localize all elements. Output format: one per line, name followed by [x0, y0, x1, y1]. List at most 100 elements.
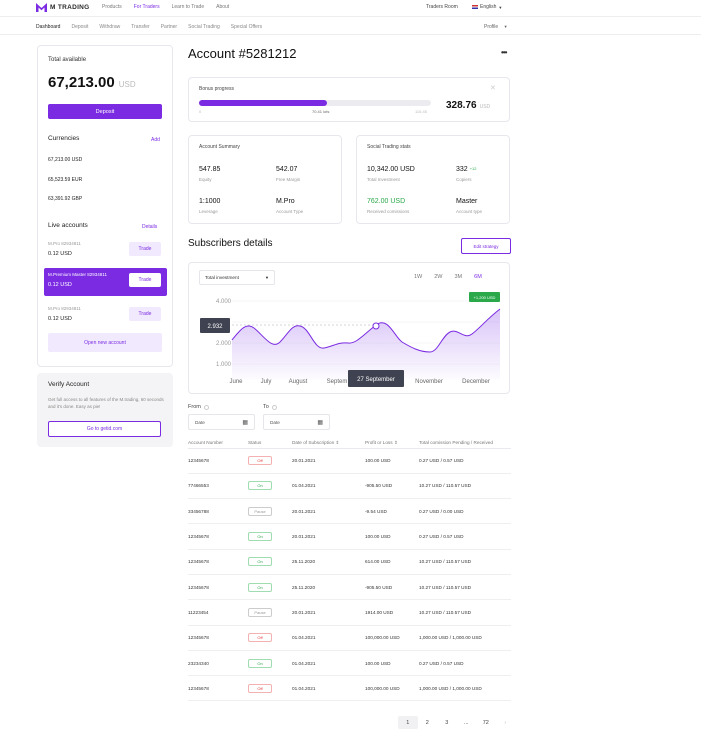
col-date-of-subscription[interactable]: Date of Subscription ⇕ — [292, 438, 365, 449]
summary-title: Account Summary — [199, 144, 240, 150]
more-icon[interactable]: ••• — [501, 48, 507, 57]
subnav-partner[interactable]: Partner — [160, 24, 178, 30]
bonus-mid: 70.41 lots — [312, 109, 330, 114]
profit-loss-cell: 614.00 USD — [365, 549, 419, 575]
profile-menu[interactable]: Profile ▼ — [484, 24, 508, 30]
table-row[interactable]: 12345678 On 25.11.2020 -905.50 USD 10.27 USD… — [188, 574, 511, 601]
go-to-getid-button[interactable]: Go to getid.com — [48, 421, 161, 437]
to-date-input[interactable]: Date ▦ — [263, 414, 330, 430]
page-3[interactable]: 3 — [445, 719, 449, 726]
nav-about[interactable]: About — [216, 4, 230, 10]
chevron-down-icon: ▼ — [265, 275, 269, 280]
calendar-icon: ▦ — [242, 419, 248, 426]
x-tick: August — [289, 379, 308, 385]
subnav-dashboard[interactable]: Dashboard — [36, 24, 61, 30]
status-badge[interactable]: On — [248, 658, 272, 668]
account-type-value: M.Pro — [276, 198, 295, 205]
subscription-date-cell: 25.11.2020 — [292, 549, 365, 575]
y-marker-label: 2.932 — [207, 324, 223, 330]
social-account-type-value: Master — [456, 198, 478, 205]
traders-room-link[interactable]: Traders Room — [426, 4, 458, 10]
range-2w[interactable]: 2W — [434, 274, 443, 280]
page-1[interactable]: 1 — [398, 716, 418, 729]
range-1w[interactable]: 1W — [414, 274, 423, 280]
table-row[interactable]: 23234340 On 01.04.2021 100.00 USD 0.27 USD /… — [188, 650, 511, 677]
commission-value: 762.00 USD — [367, 198, 406, 205]
status-badge[interactable]: On — [248, 532, 272, 542]
status-badge[interactable]: On — [248, 481, 272, 491]
range-3m[interactable]: 3M — [454, 274, 463, 280]
chevron-right-icon[interactable]: › — [504, 719, 507, 726]
live-account-item[interactable]: M.Pro 82934811 0.12 USD Trade — [44, 237, 167, 265]
status-badge[interactable]: Pause — [248, 607, 272, 617]
brand-logo[interactable]: M TRADING — [36, 3, 90, 12]
live-account-item[interactable]: M.Pro 82934811 0.12 USD Trade — [44, 302, 167, 330]
pagination: 1 2 3 ... 72 › — [398, 716, 515, 729]
sort-icon: ⇕ — [335, 439, 340, 445]
col-status[interactable]: Status — [248, 438, 292, 449]
from-label: From — [188, 404, 201, 410]
leverage-label: Leverage — [199, 209, 218, 214]
subnav-withdraw[interactable]: Withdraw — [99, 24, 121, 30]
open-new-account-button[interactable]: Open new account — [48, 333, 162, 352]
chart-range-tabs: 1W 2W 3M 6M — [414, 274, 482, 280]
account-number-cell: 12345678 — [188, 574, 248, 601]
edit-strategy-button[interactable]: Edit strategy — [461, 238, 511, 254]
page-2[interactable]: 2 — [425, 719, 429, 726]
status-cell: On — [248, 549, 292, 575]
subscription-date-cell: 20.01.2021 — [292, 448, 365, 474]
from-date-input[interactable]: Date ▦ — [188, 414, 255, 430]
status-badge[interactable]: On — [248, 557, 272, 567]
brand-name: M TRADING — [50, 4, 90, 11]
details-link[interactable]: Details — [142, 224, 158, 230]
language-selector[interactable]: English ▼ — [472, 4, 502, 10]
add-currency-link[interactable]: Add — [151, 137, 160, 143]
account-number-cell: 77466553 — [188, 473, 248, 500]
trade-button[interactable]: Trade — [129, 242, 161, 256]
deposit-button[interactable]: Deposit — [48, 104, 162, 119]
table-row[interactable]: 77466553 On 01.04.2021 -905.50 USD 10.27 USD… — [188, 473, 511, 500]
col-account-number[interactable]: Account Number — [188, 438, 248, 449]
page-72[interactable]: 72 — [482, 719, 489, 726]
col-profit-or-loss[interactable]: Profit or Loss ⇕ — [365, 438, 419, 449]
account-name: M.Pro 82934811 — [48, 241, 81, 246]
subnav-social-trading[interactable]: Social Trading — [188, 24, 220, 30]
nav-learn-to-trade[interactable]: Learn to Trade — [171, 4, 205, 10]
subnav-special-offers[interactable]: Special Offers — [230, 24, 263, 30]
status-badge[interactable]: Off — [248, 456, 272, 466]
subnav-transfer[interactable]: Transfer — [131, 24, 150, 30]
commission-cell: 10.27 USD / 110.57 USD — [419, 574, 511, 601]
table-body: 12345678 Off 20.01.2021 100.00 USD 0.27 USD … — [188, 448, 511, 702]
status-badge[interactable]: Pause — [248, 506, 272, 516]
table-row[interactable]: 33456788 Pause 20.01.2021 -9.54 USD 0.27 USD… — [188, 498, 511, 525]
col-total-commission[interactable]: Total comission Pending / Received — [419, 438, 511, 449]
investment-chart: 4.000 2.000 1.000 2.932 +1,200 USD June … — [200, 292, 501, 387]
account-number-cell: 12345678 — [188, 625, 248, 651]
subscription-date-cell: 01.04.2021 — [292, 473, 365, 500]
live-account-item-selected[interactable]: M.Premium Master 82934811 0.12 USD Trade — [44, 268, 167, 296]
subscription-date-cell: 25.11.2020 — [292, 574, 365, 601]
status-badge[interactable]: On — [248, 582, 272, 592]
range-6m[interactable]: 6M — [474, 274, 482, 280]
trade-button[interactable]: Trade — [129, 307, 161, 321]
status-badge[interactable]: Off — [248, 633, 272, 643]
copiers-value: 332 +12 — [456, 166, 476, 173]
table-row[interactable]: 12345678 On 25.11.2020 614.00 USD 10.27 USD … — [188, 549, 511, 575]
table-row[interactable]: 12345678 Off 01.04.2021 100,000.00 USD 1,000… — [188, 675, 511, 702]
close-icon[interactable]: ✕ — [490, 85, 496, 92]
chart-metric-select[interactable]: Total investment ▼ — [199, 270, 275, 285]
nav-products[interactable]: Products — [102, 4, 122, 10]
status-badge[interactable]: Off — [248, 683, 272, 693]
total-amount: 67,213.00 — [48, 74, 115, 91]
table-row[interactable]: 12345678 Off 20.01.2021 100.00 USD 0.27 USD … — [188, 448, 511, 474]
nav-for-traders[interactable]: For Traders — [133, 4, 160, 10]
table-row[interactable]: 12345678 Off 01.04.2021 100,000.00 USD 1,000… — [188, 625, 511, 651]
subnav-deposit[interactable]: Deposit — [71, 24, 89, 30]
chart-marker-point[interactable] — [372, 322, 380, 330]
subscription-date-cell: 01.04.2021 — [292, 675, 365, 702]
col-date-label: Date of Subscription — [292, 439, 335, 445]
table-row[interactable]: 12345678 On 20.01.2021 100.00 USD 0.27 USD /… — [188, 523, 511, 550]
info-icon — [203, 404, 209, 410]
table-row[interactable]: 11223454 Pause 20.01.2021 1914.00 USD 10.27 … — [188, 599, 511, 626]
trade-button[interactable]: Trade — [129, 273, 161, 287]
